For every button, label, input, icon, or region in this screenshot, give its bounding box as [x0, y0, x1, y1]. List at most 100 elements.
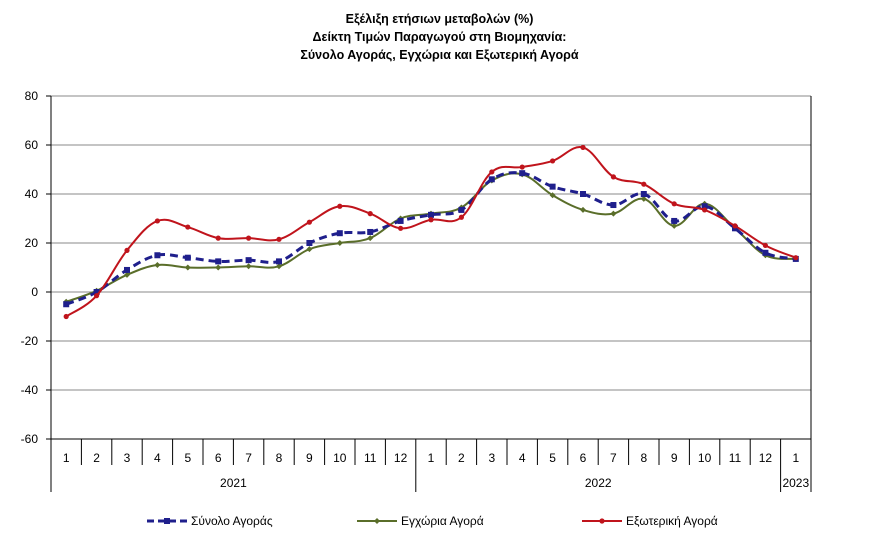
data-point [580, 144, 586, 151]
legend-item: Εξωτερική Αγορά [580, 511, 718, 531]
data-point [245, 263, 252, 270]
x-tick-label: 2 [458, 451, 465, 465]
year-label: 2023 [782, 476, 809, 490]
data-point [549, 183, 556, 190]
data-point [154, 252, 161, 259]
year-label: 2022 [585, 476, 612, 490]
data-point [63, 301, 70, 308]
data-point [488, 176, 495, 183]
data-point [367, 211, 373, 217]
x-tick-label: 5 [549, 451, 556, 465]
data-point [610, 174, 617, 180]
y-tick-label: -20 [21, 334, 39, 348]
chart-title-line-2: Δείκτη Τιμών Παραγωγού στη Βιομηχανία: [312, 30, 567, 44]
data-point [124, 247, 130, 253]
x-tick-label: 12 [759, 451, 773, 465]
data-point [306, 219, 312, 225]
legend-marker [374, 518, 380, 524]
chart-title: Εξέλιξη ετήσιων μεταβολών (%) Δείκτη Τιμ… [0, 10, 879, 64]
axes [46, 95, 812, 492]
x-tick-label: 4 [519, 451, 526, 465]
data-point [580, 206, 586, 213]
data-point [276, 263, 282, 270]
data-point [549, 192, 556, 199]
x-tick-label: 9 [671, 451, 678, 465]
data-point [732, 223, 738, 229]
data-point [519, 164, 525, 170]
x-tick-label: 3 [488, 451, 495, 465]
data-point [184, 264, 191, 271]
data-point [671, 222, 678, 229]
y-tick-label: 60 [25, 138, 39, 152]
data-point [458, 206, 465, 213]
legend-label: Εξωτερική Αγορά [626, 514, 718, 528]
data-point [154, 218, 160, 224]
data-point [640, 191, 647, 197]
y-tick-label: -60 [21, 432, 39, 446]
data-point [610, 202, 617, 209]
y-tick-label: 80 [25, 89, 39, 103]
data-point [397, 217, 404, 224]
data-point [93, 289, 100, 295]
data-point [215, 258, 222, 265]
data-point [580, 191, 586, 197]
data-point [428, 211, 434, 218]
data-point [519, 170, 526, 177]
data-point [245, 257, 252, 264]
legend-label: Σύνολο Αγοράς [191, 514, 273, 528]
series-line [65, 172, 796, 303]
x-tick-label: 12 [394, 451, 408, 465]
y-tick-label: 0 [31, 285, 38, 299]
x-tick-label: 7 [610, 451, 617, 465]
data-point [276, 258, 282, 265]
data-point [124, 271, 130, 278]
data-point [337, 203, 343, 209]
data-point [306, 240, 313, 246]
x-tick-label: 5 [184, 451, 191, 465]
y-tick-label: -40 [21, 383, 39, 397]
x-tick-label: 6 [215, 451, 222, 465]
x-tick-label: 7 [245, 451, 252, 465]
legend-item: Σύνολο Αγοράς [145, 511, 273, 531]
gridlines [51, 95, 811, 391]
x-tick-label: 10 [333, 451, 347, 465]
x-tick-label: 4 [154, 451, 161, 465]
data-point [398, 225, 404, 231]
x-tick-label: 11 [364, 451, 377, 465]
x-tick-label: 3 [124, 451, 131, 465]
data-point [367, 228, 374, 235]
x-tick-label: 1 [63, 451, 70, 465]
series-1 [63, 171, 799, 305]
series-2 [63, 144, 799, 320]
x-tick-label: 8 [276, 451, 283, 465]
legend-marker [164, 518, 170, 524]
data-point [276, 236, 282, 242]
data-point [701, 203, 708, 210]
data-point [63, 313, 69, 320]
data-point [336, 240, 343, 246]
data-point [154, 262, 161, 269]
x-tick-label: 6 [580, 451, 587, 465]
x-tick-label: 1 [792, 451, 799, 465]
legend-swatch [357, 518, 397, 524]
data-point [215, 235, 221, 241]
data-point [610, 210, 617, 217]
series-0 [63, 170, 799, 308]
data-point [762, 249, 769, 256]
legend-label: Εγχώρια Αγορά [401, 514, 484, 528]
y-tick-label: 40 [25, 187, 39, 201]
legend-marker [599, 518, 605, 524]
legend: Σύνολο Αγοράς Εγχώρια Αγορά Εξωτερική Αγορ… [0, 511, 879, 531]
data-point [458, 214, 464, 220]
year-label: 2021 [220, 476, 247, 490]
data-point [702, 207, 708, 213]
x-tick-label: 1 [428, 451, 435, 465]
data-point [671, 217, 678, 224]
data-point [215, 264, 222, 271]
data-point [246, 235, 252, 241]
series-line [65, 171, 797, 306]
data-point [124, 266, 130, 273]
data-point [762, 242, 769, 249]
data-point [184, 254, 191, 261]
